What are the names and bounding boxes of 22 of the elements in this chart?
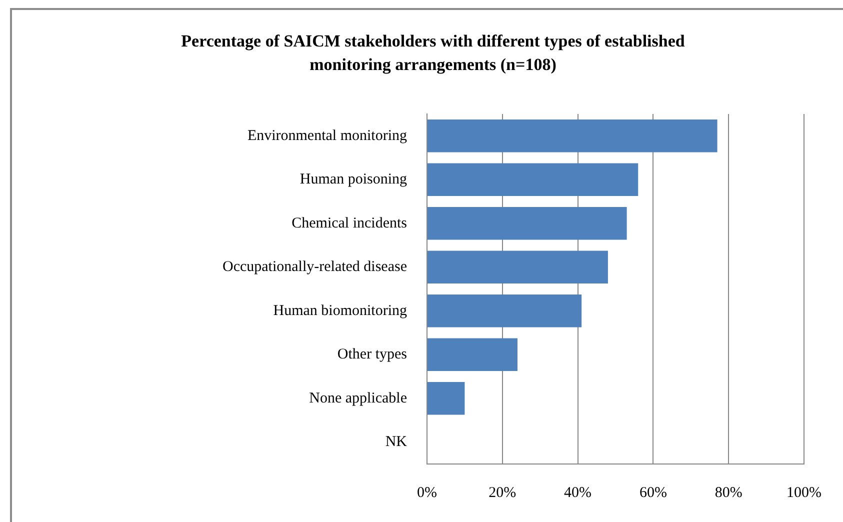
bar (428, 382, 465, 415)
bar (428, 338, 518, 372)
chart-title: Percentage of SAICM stakeholders with different types of established monitoring arrangements (n=108) (181, 31, 686, 74)
x-tick-label: 100% (786, 484, 822, 501)
bar (428, 119, 718, 152)
y-tick-label: Other types (337, 346, 408, 363)
x-tick-label: 80% (714, 484, 742, 501)
x-tick-label: 40% (564, 484, 592, 501)
y-tick-label: NK (385, 434, 408, 450)
y-tick-label: None applicable (309, 390, 408, 406)
bar (428, 206, 627, 240)
y-tick-label: Chemical incidents (292, 215, 408, 232)
bar (428, 250, 608, 284)
y-tick-label: Occupationally-related disease (222, 259, 408, 276)
x-tick-label: 60% (639, 484, 667, 501)
y-tick-label: Human biomonitoring (273, 302, 408, 319)
y-tick-label: Environmental monitoring (247, 128, 408, 144)
bar (428, 163, 638, 196)
y-tick-label: Human poisoning (300, 172, 408, 188)
x-tick-label: 0% (417, 484, 437, 501)
bar (428, 294, 582, 328)
x-tick-label: 20% (488, 484, 516, 501)
